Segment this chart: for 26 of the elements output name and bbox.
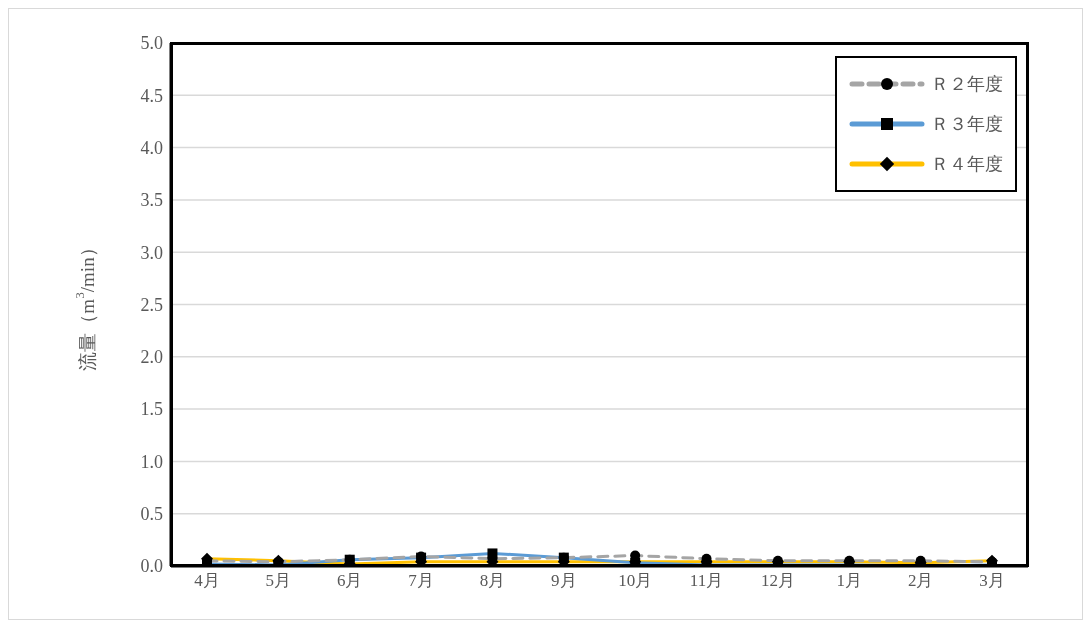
x-tick-label: 8月 (479, 571, 506, 591)
y-tick-label: 1.5 (140, 399, 163, 420)
x-tick-label: 7月 (408, 571, 434, 591)
x-tick-label: 11月 (689, 571, 724, 591)
x-tick-label: 5月 (265, 571, 292, 591)
y-tick-label: 0.5 (140, 504, 163, 525)
y-tick-label: 2.5 (140, 294, 163, 315)
x-tick-label: 4月 (194, 571, 220, 591)
legend-label: Ｒ３年度 (931, 113, 1003, 136)
y-tick-label: 2.0 (140, 347, 163, 368)
y-tick-label: 4.5 (140, 85, 163, 106)
x-tick-label: 9月 (551, 571, 577, 591)
y-tick-label: 3.0 (140, 242, 163, 263)
y-tick-label: 0.0 (140, 556, 163, 577)
x-tick-label: 3月 (979, 571, 1005, 591)
x-tick-label: 12月 (760, 571, 795, 591)
legend-label: Ｒ４年度 (931, 153, 1003, 176)
y-tick-label: 4.0 (140, 137, 163, 158)
legend-label: Ｒ２年度 (931, 73, 1003, 96)
x-tick-label: 10月 (618, 571, 653, 591)
y-tick-label: 5.0 (140, 33, 163, 54)
x-tick-label: 6月 (336, 571, 363, 591)
x-tick-label: 2月 (907, 571, 934, 591)
y-tick-label: 1.0 (140, 451, 163, 472)
y-tick-label: 3.5 (140, 190, 163, 211)
x-tick-label: 1月 (836, 571, 863, 591)
